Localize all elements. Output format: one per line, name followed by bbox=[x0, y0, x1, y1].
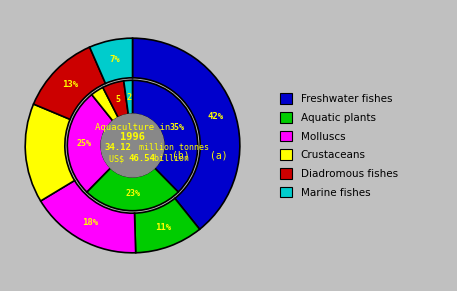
Text: 1996: 1996 bbox=[120, 132, 145, 142]
Wedge shape bbox=[87, 168, 178, 211]
Wedge shape bbox=[133, 80, 198, 192]
Text: 35%: 35% bbox=[170, 123, 185, 132]
Text: 5: 5 bbox=[116, 95, 121, 104]
Text: 18%: 18% bbox=[83, 218, 99, 227]
Text: US$: US$ bbox=[109, 154, 129, 163]
Wedge shape bbox=[90, 38, 133, 84]
Legend: Freshwater fishes, Aquatic plants, Molluscs, Crustaceans, Diadromous fishes, Mar: Freshwater fishes, Aquatic plants, Mollu… bbox=[280, 93, 398, 198]
Circle shape bbox=[101, 114, 164, 177]
Text: 42%: 42% bbox=[207, 112, 223, 121]
Text: 3: 3 bbox=[104, 100, 109, 109]
Text: 16%: 16% bbox=[37, 148, 53, 157]
Text: million tonnes: million tonnes bbox=[134, 143, 209, 152]
Text: billion: billion bbox=[149, 154, 189, 163]
Wedge shape bbox=[25, 104, 74, 201]
Wedge shape bbox=[133, 38, 240, 229]
Wedge shape bbox=[67, 95, 113, 192]
Text: 34.12: 34.12 bbox=[104, 143, 131, 152]
Text: (a): (a) bbox=[210, 150, 228, 160]
Wedge shape bbox=[92, 87, 118, 121]
Wedge shape bbox=[33, 47, 106, 119]
Text: 23%: 23% bbox=[125, 189, 140, 198]
Text: 2: 2 bbox=[127, 93, 132, 102]
Wedge shape bbox=[134, 198, 200, 253]
Wedge shape bbox=[103, 81, 128, 118]
Text: 11%: 11% bbox=[154, 223, 171, 232]
Text: 13%: 13% bbox=[62, 79, 78, 88]
Text: 25%: 25% bbox=[77, 139, 92, 148]
Wedge shape bbox=[41, 180, 136, 253]
Text: (b): (b) bbox=[171, 150, 189, 160]
Wedge shape bbox=[124, 80, 133, 114]
Text: 7%: 7% bbox=[109, 55, 120, 64]
Text: 46.54: 46.54 bbox=[128, 154, 155, 163]
Text: Aquaculture in: Aquaculture in bbox=[95, 123, 170, 132]
